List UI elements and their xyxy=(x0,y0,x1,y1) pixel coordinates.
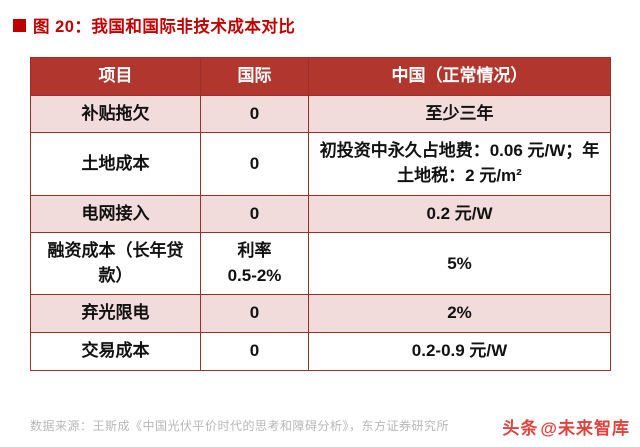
data-source-note: 数据来源：王斯成《中国光伏平价时代的思考和障碍分析》，东方证券研究所 xyxy=(30,417,449,434)
col-header-intl: 国际 xyxy=(200,57,309,96)
table-row: 电网接入 0 0.2 元/W xyxy=(30,194,611,234)
cost-comparison-table: 项目 国际 中国（正常情况） 补贴拖欠 0 至少三年 土地成本 0 初投资中永久… xyxy=(30,57,611,371)
cell-item: 弃光限电 xyxy=(30,294,201,334)
table-row: 弃光限电 0 2% xyxy=(30,294,611,334)
table-row: 补贴拖欠 0 至少三年 xyxy=(30,94,611,134)
cell-item: 融资成本（长年贷款） xyxy=(30,232,201,296)
cell-china: 2% xyxy=(308,294,611,334)
watermark: 头条 @未来智库 xyxy=(496,414,630,439)
cell-china: 0.2-0.9 元/W xyxy=(308,332,611,371)
cell-china: 5% xyxy=(308,232,611,296)
col-header-item: 项目 xyxy=(30,57,201,96)
cell-item: 土地成本 xyxy=(30,132,201,196)
cell-item: 补贴拖欠 xyxy=(30,94,201,134)
cell-china: 初投资中永久占地费：0.06 元/W；年土地税：2 元/m² xyxy=(308,132,611,196)
cell-china: 0.2 元/W xyxy=(308,194,611,234)
cell-intl: 0 xyxy=(200,132,309,196)
table-header-row: 项目 国际 中国（正常情况） xyxy=(30,57,611,96)
figure-title: 图 20：我国和国际非技术成本对比 xyxy=(0,0,640,37)
cell-intl: 0 xyxy=(200,332,309,371)
watermark-handle: @未来智库 xyxy=(540,419,630,438)
cell-intl: 0 xyxy=(200,94,309,134)
toutiao-logo: 头条 xyxy=(502,419,539,438)
cell-item: 交易成本 xyxy=(30,332,201,371)
data-source-text: 数据来源：王斯成《中国光伏平价时代的思考和障碍分析》，东方证券研究所 xyxy=(30,419,450,433)
cell-item: 电网接入 xyxy=(30,194,201,234)
cell-intl: 0 xyxy=(200,194,309,234)
figure-title-text: 图 20：我国和国际非技术成本对比 xyxy=(33,18,296,36)
cell-intl: 利率 0.5-2% xyxy=(200,232,309,296)
red-square-bullet-icon xyxy=(13,18,26,32)
table-row: 融资成本（长年贷款） 利率 0.5-2% 5% xyxy=(30,232,611,296)
cell-intl: 0 xyxy=(200,294,309,334)
cell-china: 至少三年 xyxy=(308,94,611,134)
table-row: 交易成本 0 0.2-0.9 元/W xyxy=(30,332,611,371)
col-header-china: 中国（正常情况） xyxy=(308,57,611,96)
table-row: 土地成本 0 初投资中永久占地费：0.06 元/W；年土地税：2 元/m² xyxy=(30,132,611,196)
